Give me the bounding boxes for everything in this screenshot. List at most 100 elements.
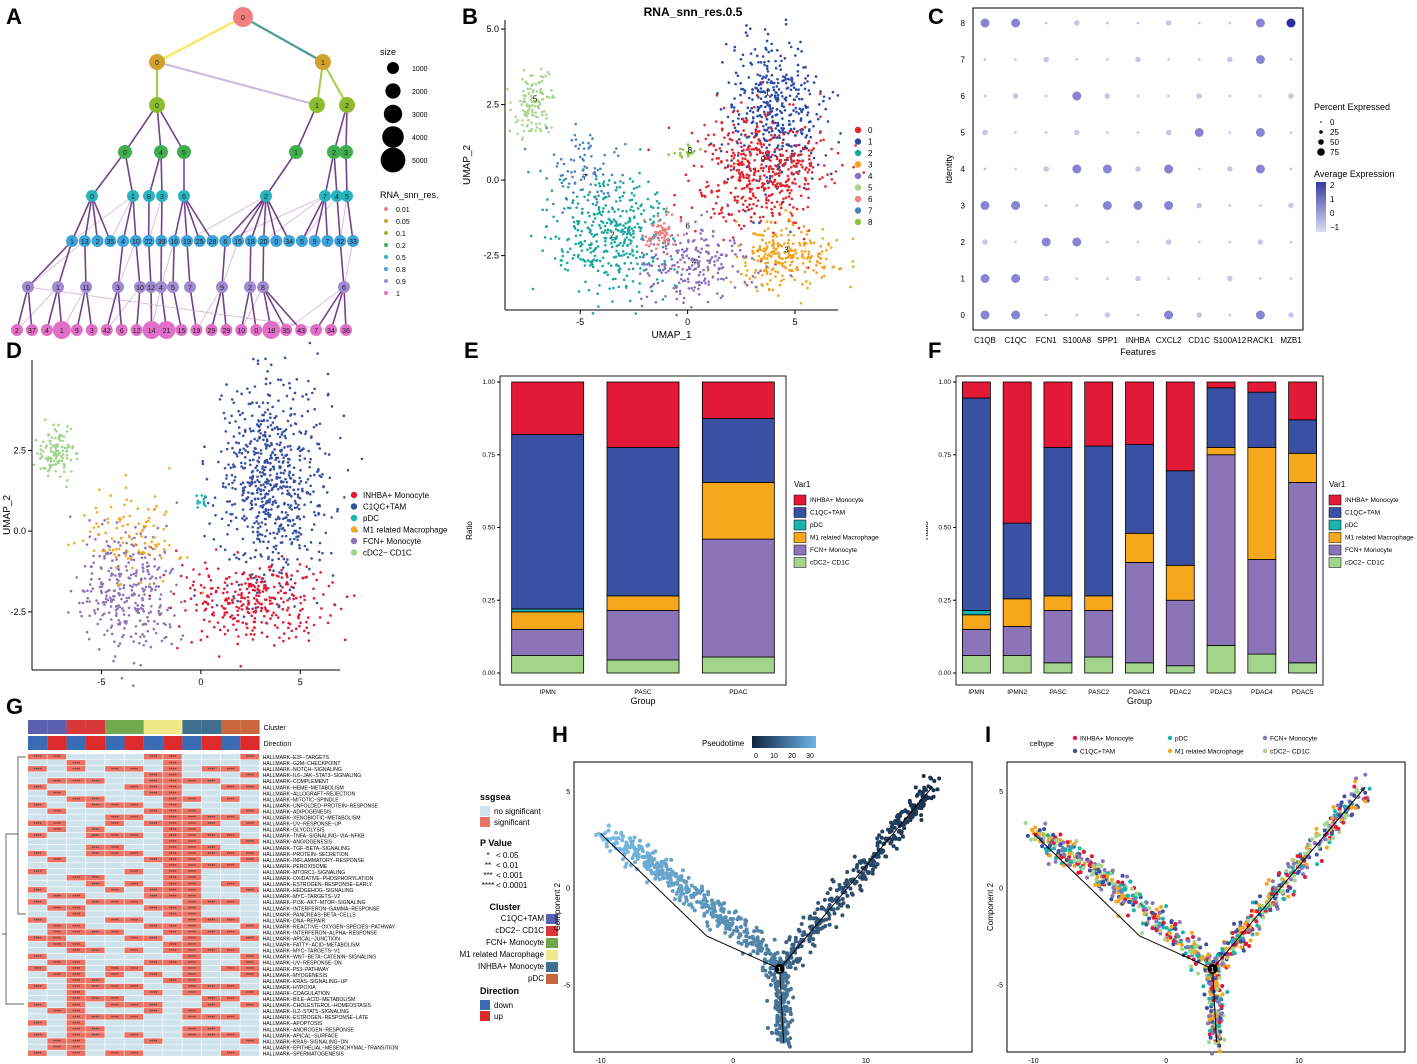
umap-point xyxy=(113,640,116,643)
umap-point xyxy=(614,255,618,259)
umap-point xyxy=(809,151,813,155)
umap-point xyxy=(530,121,533,124)
feature-tick-label: C1QC xyxy=(1004,336,1026,345)
heatmap-cell xyxy=(124,923,144,929)
umap-point xyxy=(521,119,524,122)
umap-point xyxy=(140,556,144,560)
umap-point xyxy=(740,272,743,276)
umap-point xyxy=(304,432,307,436)
umap-point xyxy=(601,256,605,260)
umap-point xyxy=(264,523,267,526)
umap-point xyxy=(616,154,620,158)
umap-point xyxy=(99,618,102,621)
umap-point xyxy=(694,220,697,224)
significance-stars: **** xyxy=(169,816,177,822)
heatmap-cell xyxy=(163,959,182,966)
umap-point xyxy=(207,575,211,579)
umap-point xyxy=(250,414,254,418)
umap-point xyxy=(568,206,572,210)
umap-point xyxy=(749,152,752,155)
umap-point xyxy=(276,427,280,431)
tree-edge xyxy=(262,240,265,288)
umap-point xyxy=(716,195,720,199)
umap-point xyxy=(277,504,280,508)
umap-point xyxy=(254,466,257,470)
umap-point xyxy=(242,603,245,606)
expr-legend-label: 2 xyxy=(1330,181,1335,190)
heatmap-cell xyxy=(66,802,86,808)
significance-stars: **** xyxy=(207,779,215,785)
umap-point xyxy=(685,232,689,235)
umap-point xyxy=(720,143,724,146)
heatmap-cell xyxy=(201,965,221,972)
umap-point xyxy=(766,227,770,230)
umap-point xyxy=(543,110,546,113)
pathway-label: HALLMARK−G2M−CHECKPOINT xyxy=(263,761,341,767)
umap-point xyxy=(646,197,650,201)
umap-point xyxy=(757,60,760,64)
umap-point xyxy=(748,27,752,30)
umap-point xyxy=(264,377,268,381)
category-tick-label: PASC xyxy=(634,689,652,696)
umap-point xyxy=(277,527,280,531)
umap-point xyxy=(770,207,773,211)
umap-point xyxy=(763,28,767,31)
dot xyxy=(1167,277,1170,280)
umap-point xyxy=(122,551,126,555)
umap-point xyxy=(780,111,784,115)
heatmap-cell xyxy=(163,844,182,851)
tree-node xyxy=(244,235,257,247)
umap-point xyxy=(312,597,316,600)
umap-point xyxy=(615,186,619,189)
umap-point xyxy=(225,591,229,594)
dot xyxy=(1136,94,1140,98)
y-axis-label: UMAP_2 xyxy=(2,495,13,535)
umap-point xyxy=(676,251,680,255)
heatmap-cell xyxy=(85,899,105,905)
significance-stars: **** xyxy=(188,834,196,840)
pathway-label: HALLMARK−IL6−JAK−STAT3−SIGNALING xyxy=(263,773,362,779)
umap-point xyxy=(749,197,753,201)
umap-point xyxy=(70,470,73,473)
heatmap-cell xyxy=(240,856,259,863)
umap-point xyxy=(291,524,294,528)
significance-stars: **** xyxy=(53,906,61,912)
umap-point xyxy=(268,498,272,501)
tree-edge xyxy=(221,240,227,288)
umap-point xyxy=(819,261,822,265)
significance-stars: **** xyxy=(169,810,177,816)
heatmap-cell xyxy=(201,778,221,784)
umap-point xyxy=(127,534,131,538)
umap-point xyxy=(266,546,269,550)
tree-node xyxy=(295,235,308,247)
umap-point xyxy=(737,117,740,120)
umap-point xyxy=(832,265,836,268)
umap-point xyxy=(305,626,309,630)
bar-segment xyxy=(1084,381,1114,447)
umap-point xyxy=(704,137,708,141)
heatmap-cell xyxy=(201,947,221,954)
heatmap-cell xyxy=(240,820,259,826)
umap-point xyxy=(223,581,227,584)
heatmap-cell xyxy=(105,893,124,899)
umap-point xyxy=(316,352,319,355)
umap-point xyxy=(162,527,165,531)
umap-point xyxy=(561,185,565,188)
umap-point xyxy=(298,482,301,486)
umap-point xyxy=(650,264,654,268)
umap-point xyxy=(719,253,723,257)
umap-point xyxy=(792,86,796,89)
umap-point xyxy=(95,510,99,514)
umap-point xyxy=(645,252,648,256)
umap-point xyxy=(255,464,259,468)
umap-point xyxy=(819,139,822,142)
umap-point xyxy=(706,300,710,304)
tree-node xyxy=(149,97,165,113)
umap-point xyxy=(243,428,247,432)
umap-point xyxy=(746,205,749,209)
significance-stars: **** xyxy=(111,900,119,906)
umap-point xyxy=(766,111,770,114)
umap-point xyxy=(782,138,785,142)
umap-point xyxy=(219,545,222,548)
umap-point xyxy=(113,553,116,556)
